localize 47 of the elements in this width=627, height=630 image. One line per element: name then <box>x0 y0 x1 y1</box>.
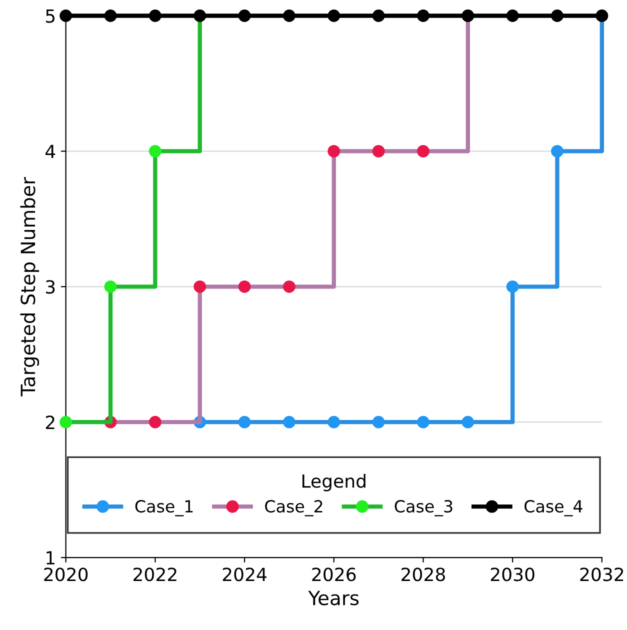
point <box>417 144 430 158</box>
y-tick-label: 3 <box>46 280 55 294</box>
point <box>238 416 251 428</box>
y-tick-label: 1 <box>46 551 54 564</box>
x-tick-label: 2028 <box>402 568 445 582</box>
legend-title: Legend <box>302 474 366 492</box>
point <box>282 416 296 428</box>
point <box>551 144 564 158</box>
point <box>417 416 430 428</box>
legend-label: Case_4 <box>524 500 582 516</box>
x-tick-label: 2032 <box>580 568 624 582</box>
point <box>282 280 296 293</box>
legend-label: Case_2 <box>265 500 322 516</box>
point <box>60 10 72 22</box>
point <box>60 416 72 428</box>
point <box>328 416 340 428</box>
point <box>328 10 340 22</box>
point <box>238 280 251 293</box>
point <box>148 416 162 428</box>
point <box>104 280 117 293</box>
x-axis-title: Years <box>308 590 359 606</box>
point <box>506 10 519 22</box>
x-tick-label: 2024 <box>222 568 266 582</box>
point <box>238 10 251 22</box>
legend-label: Case_3 <box>394 500 452 516</box>
y-tick-label: 5 <box>46 9 55 23</box>
point <box>372 416 385 428</box>
point <box>417 10 430 22</box>
point <box>148 144 162 158</box>
y-axis-title: Targeted Step Number <box>20 177 40 396</box>
point <box>551 10 564 22</box>
point <box>148 10 162 22</box>
point <box>372 144 385 158</box>
point <box>462 416 474 428</box>
x-tick-label: 2030 <box>490 568 534 582</box>
point <box>282 10 296 22</box>
x-tick-label: 2020 <box>44 568 88 582</box>
x-tick-label: 2026 <box>312 568 356 582</box>
point <box>194 280 206 293</box>
point <box>506 280 519 293</box>
point <box>372 10 385 22</box>
point <box>104 10 117 22</box>
y-tick-label: 4 <box>46 144 56 158</box>
legend-label: Case_1 <box>135 500 193 516</box>
point <box>328 144 340 158</box>
y-tick-label: 2 <box>46 416 54 429</box>
x-tick-label: 2022 <box>134 568 176 582</box>
